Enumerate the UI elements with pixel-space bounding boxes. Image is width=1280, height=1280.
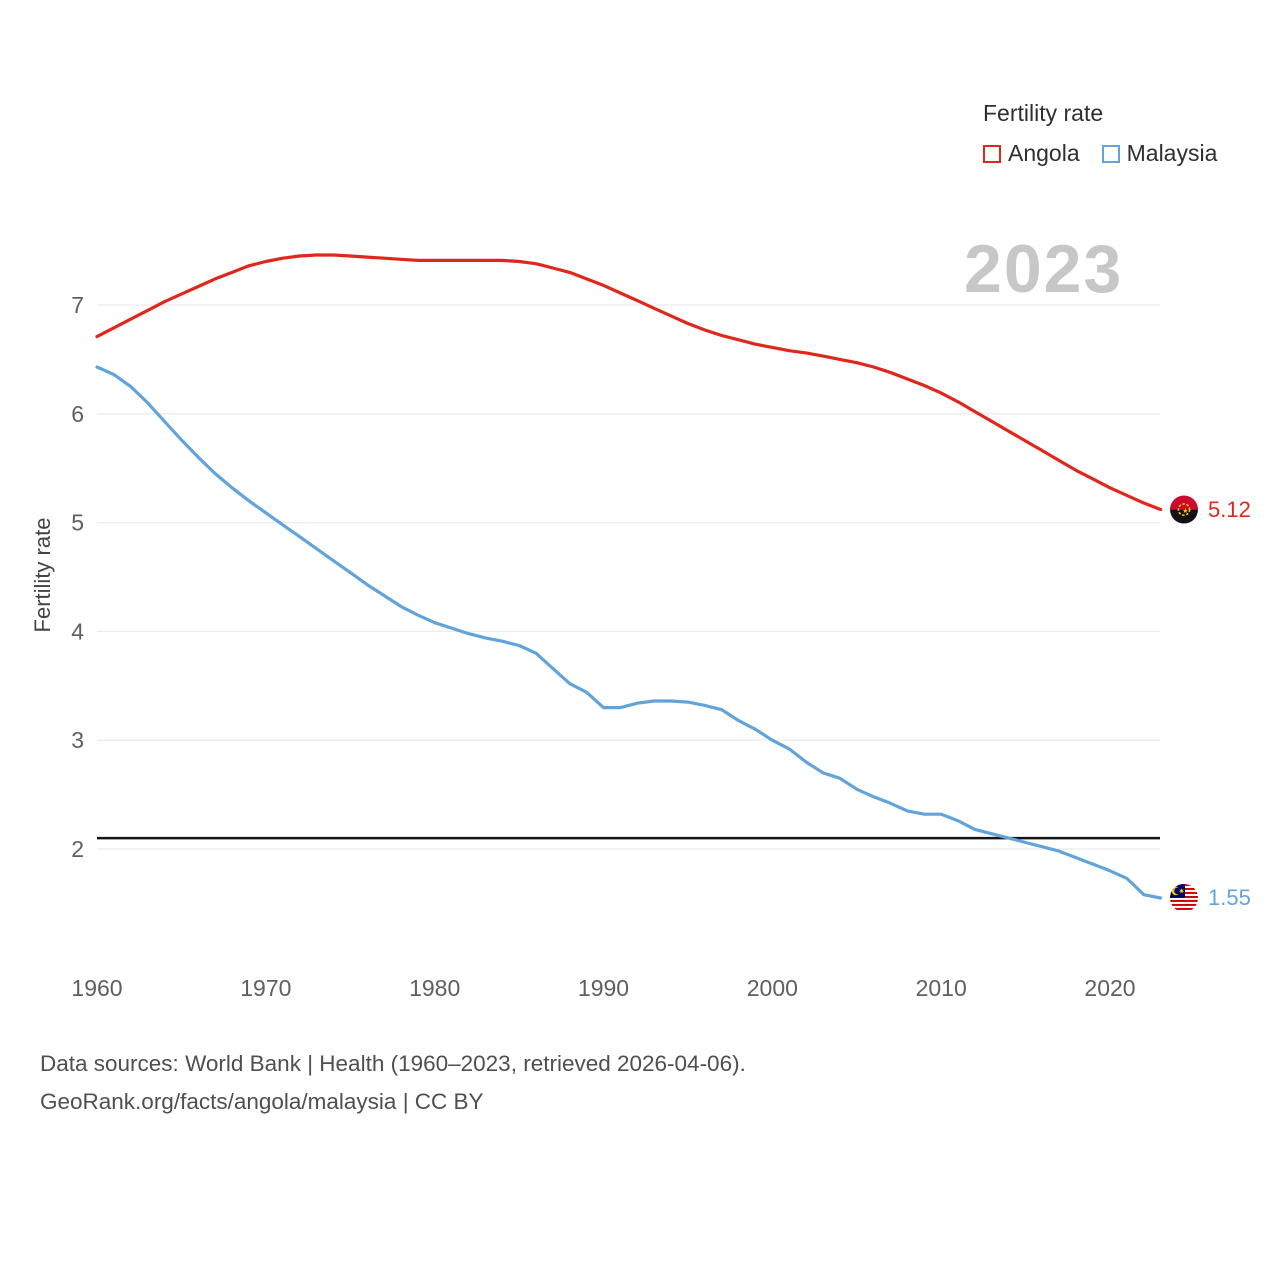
legend-label-malaysia: Malaysia	[1126, 140, 1218, 166]
y-tick-label: 2	[71, 836, 84, 862]
chart-legend: Fertility rate Angola Malaysia	[983, 100, 1217, 167]
x-tick-label: 2000	[747, 975, 798, 1001]
malaysia-line	[95, 365, 1163, 900]
legend-label-angola: Angola	[1008, 140, 1080, 166]
malaysia-end-value: 1.55	[1208, 884, 1251, 910]
x-tick-label: 2010	[916, 975, 967, 1001]
angola-end-value: 5.12	[1208, 496, 1251, 522]
chart-footer: Data sources: World Bank | Health (1960–…	[40, 1045, 746, 1121]
y-tick-label: 7	[71, 292, 84, 318]
x-tick-label: 1990	[578, 975, 629, 1001]
x-tick-label: 1960	[71, 975, 122, 1001]
x-tick-label: 1980	[409, 975, 460, 1001]
legend-title: Fertility rate	[983, 100, 1104, 126]
x-tick-label: 2020	[1084, 975, 1135, 1001]
x-tick-label: 1970	[240, 975, 291, 1001]
legend-item-malaysia[interactable]: Malaysia	[1101, 140, 1218, 167]
legend-item-angola[interactable]: Angola	[983, 140, 1080, 167]
y-tick-label: 4	[71, 618, 84, 644]
malaysia-flag-icon	[1170, 883, 1198, 912]
y-tick-label: 5	[71, 510, 84, 536]
y-axis-title: Fertility rate	[30, 517, 55, 633]
malaysia-swatch-icon	[1101, 144, 1120, 163]
legend-items: Angola Malaysia	[983, 140, 1217, 167]
angola-line	[95, 253, 1163, 512]
angola-flag-icon	[1170, 495, 1198, 524]
fertility-line-chart: 2 3 4 5 6 7 1960 1970 1980 1990 2000 2010 2020	[71, 253, 1198, 1001]
y-tick-label: 6	[71, 401, 84, 427]
y-tick-label: 3	[71, 727, 84, 753]
source-url-line[interactable]: GeoRank.org/facts/angola/malaysia | CC B…	[40, 1089, 484, 1114]
data-sources-line: Data sources: World Bank | Health (1960–…	[40, 1051, 746, 1076]
year-watermark: 2023	[964, 231, 1124, 307]
angola-swatch-icon	[983, 144, 1001, 163]
